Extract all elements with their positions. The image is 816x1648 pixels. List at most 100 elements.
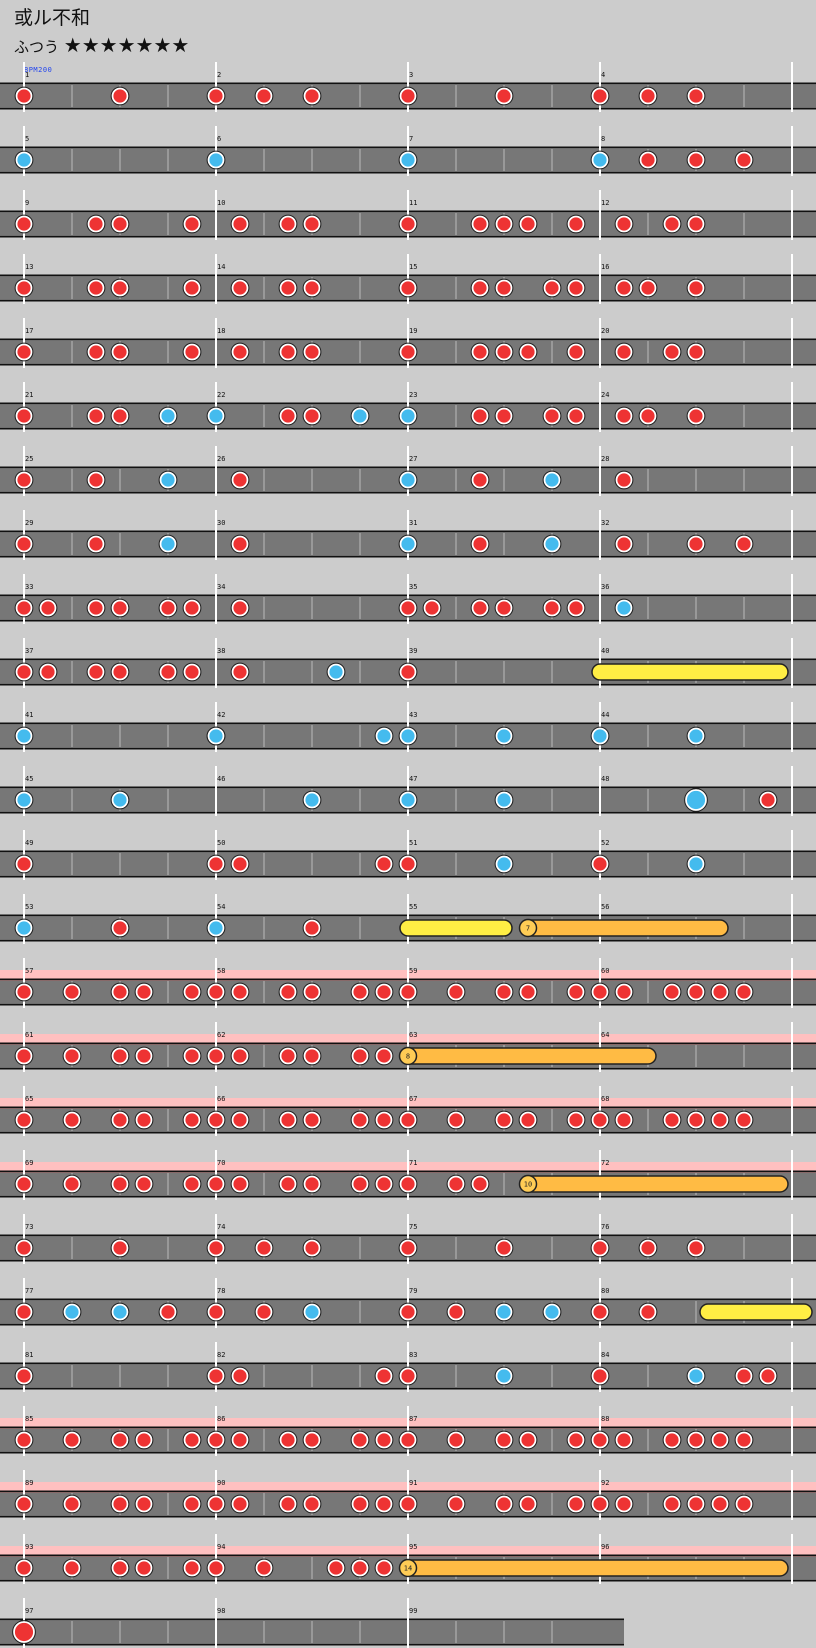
don-note bbox=[183, 343, 201, 361]
note-outline bbox=[14, 342, 34, 362]
note-outline bbox=[374, 1174, 394, 1194]
measure-number: 36 bbox=[601, 583, 609, 591]
measure-number: 65 bbox=[25, 1095, 33, 1103]
don-note bbox=[135, 1111, 153, 1129]
don-note bbox=[207, 1175, 225, 1193]
note-outline bbox=[182, 662, 202, 682]
don-note bbox=[279, 1111, 297, 1129]
note-outline bbox=[566, 1110, 586, 1130]
note-outline bbox=[302, 982, 322, 1002]
don-note bbox=[447, 1431, 465, 1449]
don-note bbox=[15, 343, 33, 361]
ka-note bbox=[591, 151, 609, 169]
note-outline bbox=[734, 982, 754, 1002]
don-note bbox=[255, 1559, 273, 1577]
note-outline bbox=[542, 598, 562, 618]
don-note bbox=[111, 343, 129, 361]
note-outline bbox=[182, 214, 202, 234]
note-outline bbox=[230, 278, 250, 298]
ka-note bbox=[687, 727, 705, 745]
don-note bbox=[519, 215, 537, 233]
note-outline bbox=[734, 534, 754, 554]
note-outline bbox=[206, 86, 226, 106]
note-outline bbox=[206, 982, 226, 1002]
don-note bbox=[735, 1367, 753, 1385]
don-note bbox=[639, 407, 657, 425]
note-outline bbox=[110, 86, 130, 106]
measure-number: 8 bbox=[601, 135, 605, 143]
don-note bbox=[183, 279, 201, 297]
note-outline bbox=[374, 1430, 394, 1450]
balloon-note: 8 bbox=[398, 1046, 657, 1066]
balloon-head bbox=[398, 1558, 418, 1578]
note-outline bbox=[350, 1110, 370, 1130]
balloon-count: 10 bbox=[524, 1181, 532, 1189]
note-outline bbox=[686, 1110, 706, 1130]
note-outline bbox=[710, 1110, 730, 1130]
note-outline bbox=[662, 982, 682, 1002]
note-outline bbox=[542, 470, 562, 490]
note-outline bbox=[326, 1558, 346, 1578]
note-outline bbox=[110, 1430, 130, 1450]
don-note bbox=[519, 983, 537, 1001]
don-note bbox=[495, 87, 513, 105]
don-note bbox=[399, 1303, 417, 1321]
note-outline bbox=[110, 1110, 130, 1130]
ka-note bbox=[399, 727, 417, 745]
don-note bbox=[639, 151, 657, 169]
note-outline bbox=[206, 1110, 226, 1130]
don-note bbox=[207, 1495, 225, 1513]
don-note bbox=[639, 87, 657, 105]
don-note bbox=[231, 599, 249, 617]
note-outline bbox=[110, 406, 130, 426]
note-outline bbox=[398, 150, 418, 170]
note-outline bbox=[494, 790, 514, 810]
measure-number: 53 bbox=[25, 903, 33, 911]
note-outline bbox=[470, 342, 490, 362]
measure-number: 45 bbox=[25, 775, 33, 783]
note-outline bbox=[230, 854, 250, 874]
don-note bbox=[87, 343, 105, 361]
don-note bbox=[687, 87, 705, 105]
note-outline bbox=[182, 1174, 202, 1194]
measure-number: 19 bbox=[409, 327, 417, 335]
measure-number: 41 bbox=[25, 711, 33, 719]
note-outline bbox=[86, 598, 106, 618]
note-outline bbox=[230, 1110, 250, 1130]
measure-number: 1 bbox=[25, 71, 29, 79]
note-outline bbox=[542, 278, 562, 298]
ka-note bbox=[543, 471, 561, 489]
note-outline bbox=[182, 1430, 202, 1450]
don-note bbox=[303, 1431, 321, 1449]
note-outline bbox=[350, 406, 370, 426]
don-note bbox=[615, 535, 633, 553]
don-note bbox=[87, 407, 105, 425]
don-note bbox=[495, 407, 513, 425]
don-note bbox=[15, 599, 33, 617]
note-outline bbox=[398, 854, 418, 874]
note-outline bbox=[614, 278, 634, 298]
note-outline bbox=[86, 534, 106, 554]
note-outline bbox=[62, 982, 82, 1002]
don-note bbox=[231, 1495, 249, 1513]
note-outline bbox=[134, 1430, 154, 1450]
note-outline bbox=[614, 1430, 634, 1450]
note-outline bbox=[110, 342, 130, 362]
bpm-label: BPM200 bbox=[24, 66, 53, 74]
measure-number: 76 bbox=[601, 1223, 609, 1231]
note-outline bbox=[422, 598, 442, 618]
don-note bbox=[351, 1047, 369, 1065]
don-note bbox=[567, 279, 585, 297]
don-note bbox=[63, 1495, 81, 1513]
note-outline bbox=[254, 1302, 274, 1322]
don-note bbox=[183, 1175, 201, 1193]
note-outline bbox=[302, 278, 322, 298]
note-outline bbox=[398, 1110, 418, 1130]
note-outline bbox=[134, 1558, 154, 1578]
note-outline bbox=[134, 982, 154, 1002]
don-note bbox=[231, 471, 249, 489]
ka-note bbox=[495, 1303, 513, 1321]
note-outline bbox=[374, 726, 394, 746]
don-note bbox=[231, 1111, 249, 1129]
don-note bbox=[303, 279, 321, 297]
